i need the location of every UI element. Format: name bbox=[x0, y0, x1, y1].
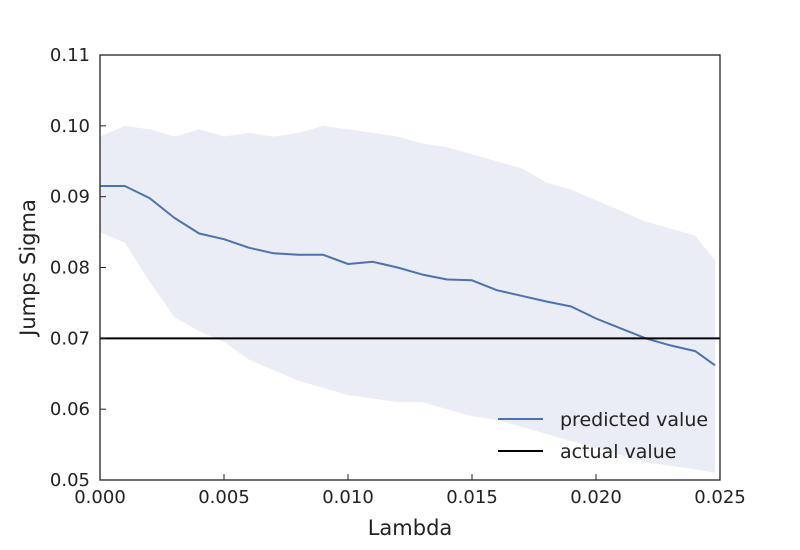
x-tick-label: 0.005 bbox=[198, 487, 250, 508]
x-axis-ticks: 0.000 0.005 0.010 0.015 0.020 0.025 bbox=[74, 474, 746, 508]
series-layer bbox=[100, 185, 720, 367]
y-tick-label: 0.10 bbox=[50, 116, 90, 137]
x-tick-label: 0.010 bbox=[322, 487, 374, 508]
y-axis-label: Jumps Sigma bbox=[16, 199, 40, 338]
y-tick-label: 0.06 bbox=[50, 399, 90, 420]
predicted-value-line bbox=[100, 185, 716, 367]
legend-label-actual: actual value bbox=[560, 441, 676, 463]
x-tick-label: 0.025 bbox=[694, 487, 746, 508]
y-tick-label: 0.05 bbox=[50, 470, 90, 491]
x-axis-label: Lambda bbox=[368, 516, 453, 540]
x-tick-label: 0.000 bbox=[74, 487, 126, 508]
y-tick-label: 0.11 bbox=[50, 45, 90, 66]
legend: predicted value actual value bbox=[498, 409, 708, 463]
y-tick-label: 0.09 bbox=[50, 187, 90, 208]
confidence-band bbox=[100, 125, 715, 473]
x-tick-label: 0.015 bbox=[446, 487, 498, 508]
legend-label-predicted: predicted value bbox=[560, 409, 708, 431]
confidence-band-layer bbox=[100, 125, 715, 473]
y-tick-label: 0.08 bbox=[50, 258, 90, 279]
y-tick-label: 0.07 bbox=[50, 328, 90, 349]
x-tick-label: 0.020 bbox=[570, 487, 622, 508]
y-axis-ticks: 0.05 0.06 0.07 0.08 0.09 0.10 0.11 bbox=[50, 45, 106, 491]
